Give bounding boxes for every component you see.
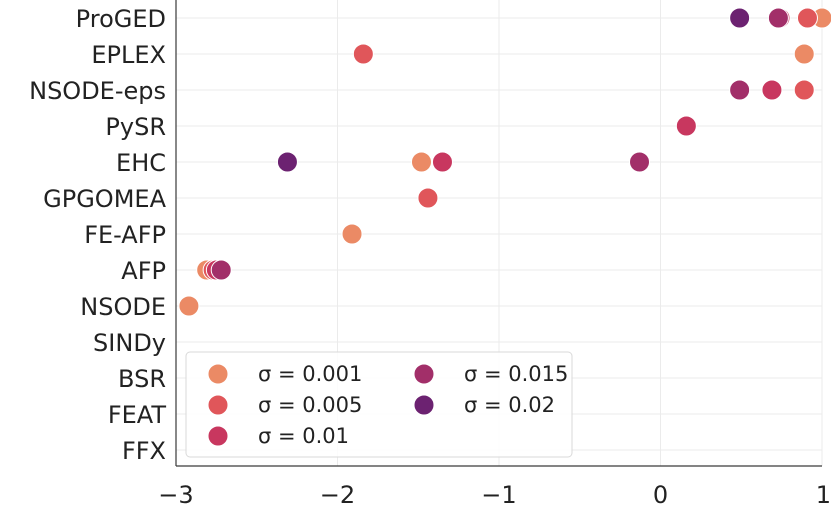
legend-label: σ = 0.015	[464, 362, 568, 386]
data-point	[352, 43, 374, 65]
data-point	[729, 79, 751, 101]
data-point	[767, 7, 789, 29]
legend-label: σ = 0.001	[258, 362, 362, 386]
y-tick-label: GPGOMEA	[43, 185, 166, 213]
y-tick-labels: ProGED EPLEX NSODE-eps PySR EHC GPGOMEA FE-AFP…	[29, 5, 166, 465]
legend-label: σ = 0.005	[258, 393, 362, 417]
y-tick-label: FE-AFP	[84, 221, 166, 249]
y-tick-label: EHC	[116, 149, 166, 177]
legend-marker	[207, 425, 229, 447]
y-tick-label: BSR	[118, 365, 166, 393]
y-tick-label: ProGED	[76, 5, 166, 33]
data-point	[729, 7, 751, 29]
y-tick-label: FFX	[122, 437, 166, 465]
y-tick-label: PySR	[105, 113, 166, 141]
x-tick-labels: −3 −2 −1 0 1	[158, 481, 831, 507]
y-tick-label: NSODE	[80, 293, 166, 321]
y-tick-label: SINDy	[93, 329, 166, 357]
legend-label: σ = 0.01	[258, 424, 349, 448]
data-point	[178, 295, 200, 317]
data-point	[410, 151, 432, 173]
legend-marker	[207, 363, 229, 385]
legend-marker	[207, 394, 229, 416]
y-tick-label: EPLEX	[91, 41, 166, 69]
data-point	[761, 79, 783, 101]
data-point	[629, 151, 651, 173]
data-points	[178, 7, 831, 317]
y-tick-label: NSODE-eps	[29, 77, 166, 105]
legend-marker	[413, 394, 435, 416]
legend-marker	[413, 363, 435, 385]
data-point	[431, 151, 453, 173]
data-point	[276, 151, 298, 173]
data-point	[417, 187, 439, 209]
axes	[175, 0, 822, 467]
y-tick-label: AFP	[121, 257, 166, 285]
data-point	[796, 7, 818, 29]
x-tick-label: 1	[816, 481, 831, 507]
legend: σ = 0.001 σ = 0.005 σ = 0.01 σ = 0.015 σ = 0…	[185, 351, 573, 458]
data-point	[793, 79, 815, 101]
y-tick-label: FEAT	[108, 401, 167, 429]
legend-label: σ = 0.02	[464, 393, 555, 417]
data-point	[793, 43, 815, 65]
data-point	[210, 259, 232, 281]
legend-box	[185, 351, 573, 458]
data-point	[675, 115, 697, 137]
x-tick-label: −2	[320, 481, 355, 507]
x-tick-label: 0	[653, 481, 668, 507]
x-tick-label: −1	[481, 481, 516, 507]
data-point	[341, 223, 363, 245]
x-tick-label: −3	[158, 481, 193, 507]
